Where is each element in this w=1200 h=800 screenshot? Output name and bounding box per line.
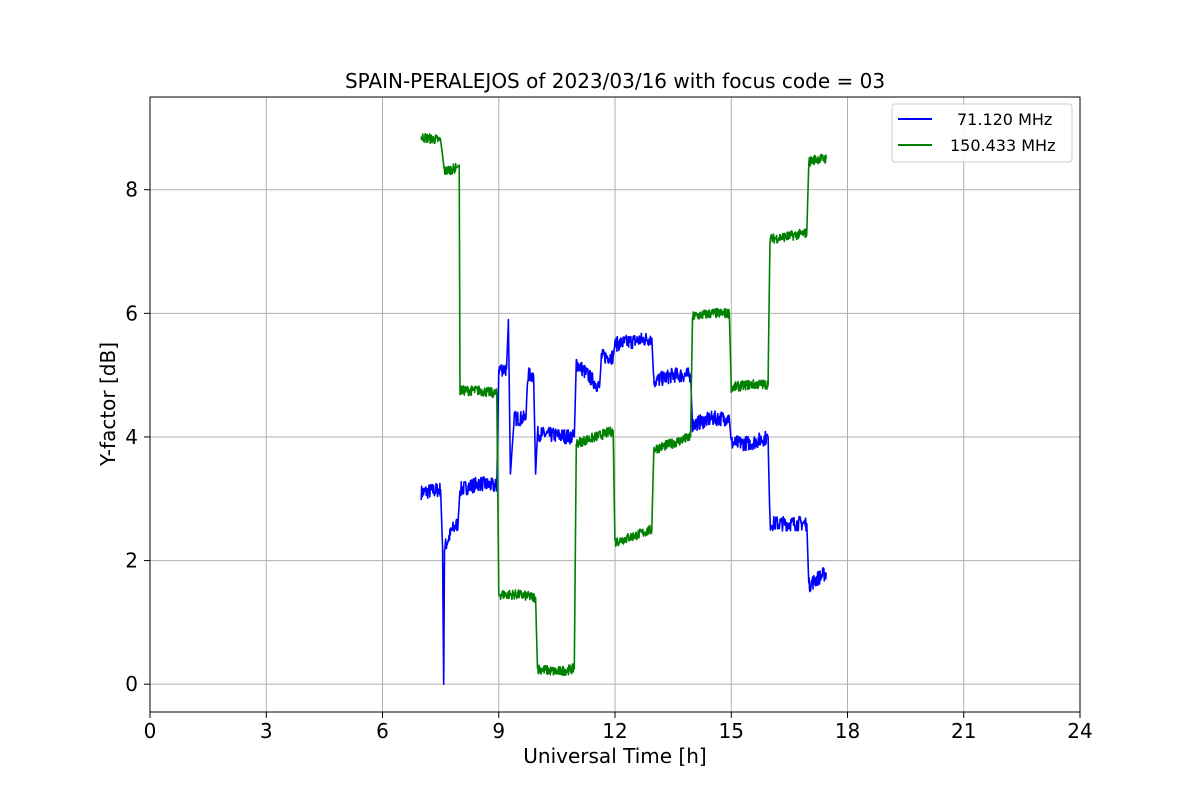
- x-tick-label: 21: [951, 719, 976, 743]
- series-line-0: [420, 318, 827, 685]
- series-line-1: [420, 132, 827, 677]
- x-tick-label: 12: [602, 719, 627, 743]
- series-layer: [420, 132, 827, 685]
- x-tick-label: 6: [376, 719, 389, 743]
- y-axis-label: Y-factor [dB]: [96, 342, 120, 467]
- x-tick-label: 0: [144, 719, 157, 743]
- grid: [149, 97, 1081, 712]
- legend-label-71mhz: 71.120 MHz: [957, 110, 1052, 129]
- y-tick-label: 0: [125, 672, 138, 696]
- x-tick-label: 3: [260, 719, 273, 743]
- chart-title: SPAIN-PERALEJOS of 2023/03/16 with focus…: [345, 69, 885, 93]
- legend: 71.120 MHz 150.433 MHz: [891, 103, 1073, 163]
- y-tick-label: 2: [125, 549, 138, 573]
- x-axis-label: Universal Time [h]: [523, 744, 706, 768]
- x-tick-label: 18: [835, 719, 860, 743]
- legend-box: [891, 103, 1073, 163]
- y-tick-label: 8: [125, 178, 138, 202]
- y-tick-label: 4: [125, 425, 138, 449]
- x-tick-label: 15: [719, 719, 744, 743]
- x-tick-label: 24: [1067, 719, 1092, 743]
- legend-label-150mhz: 150.433 MHz: [950, 136, 1055, 155]
- x-tick-label: 9: [492, 719, 505, 743]
- y-tick-label: 6: [125, 301, 138, 325]
